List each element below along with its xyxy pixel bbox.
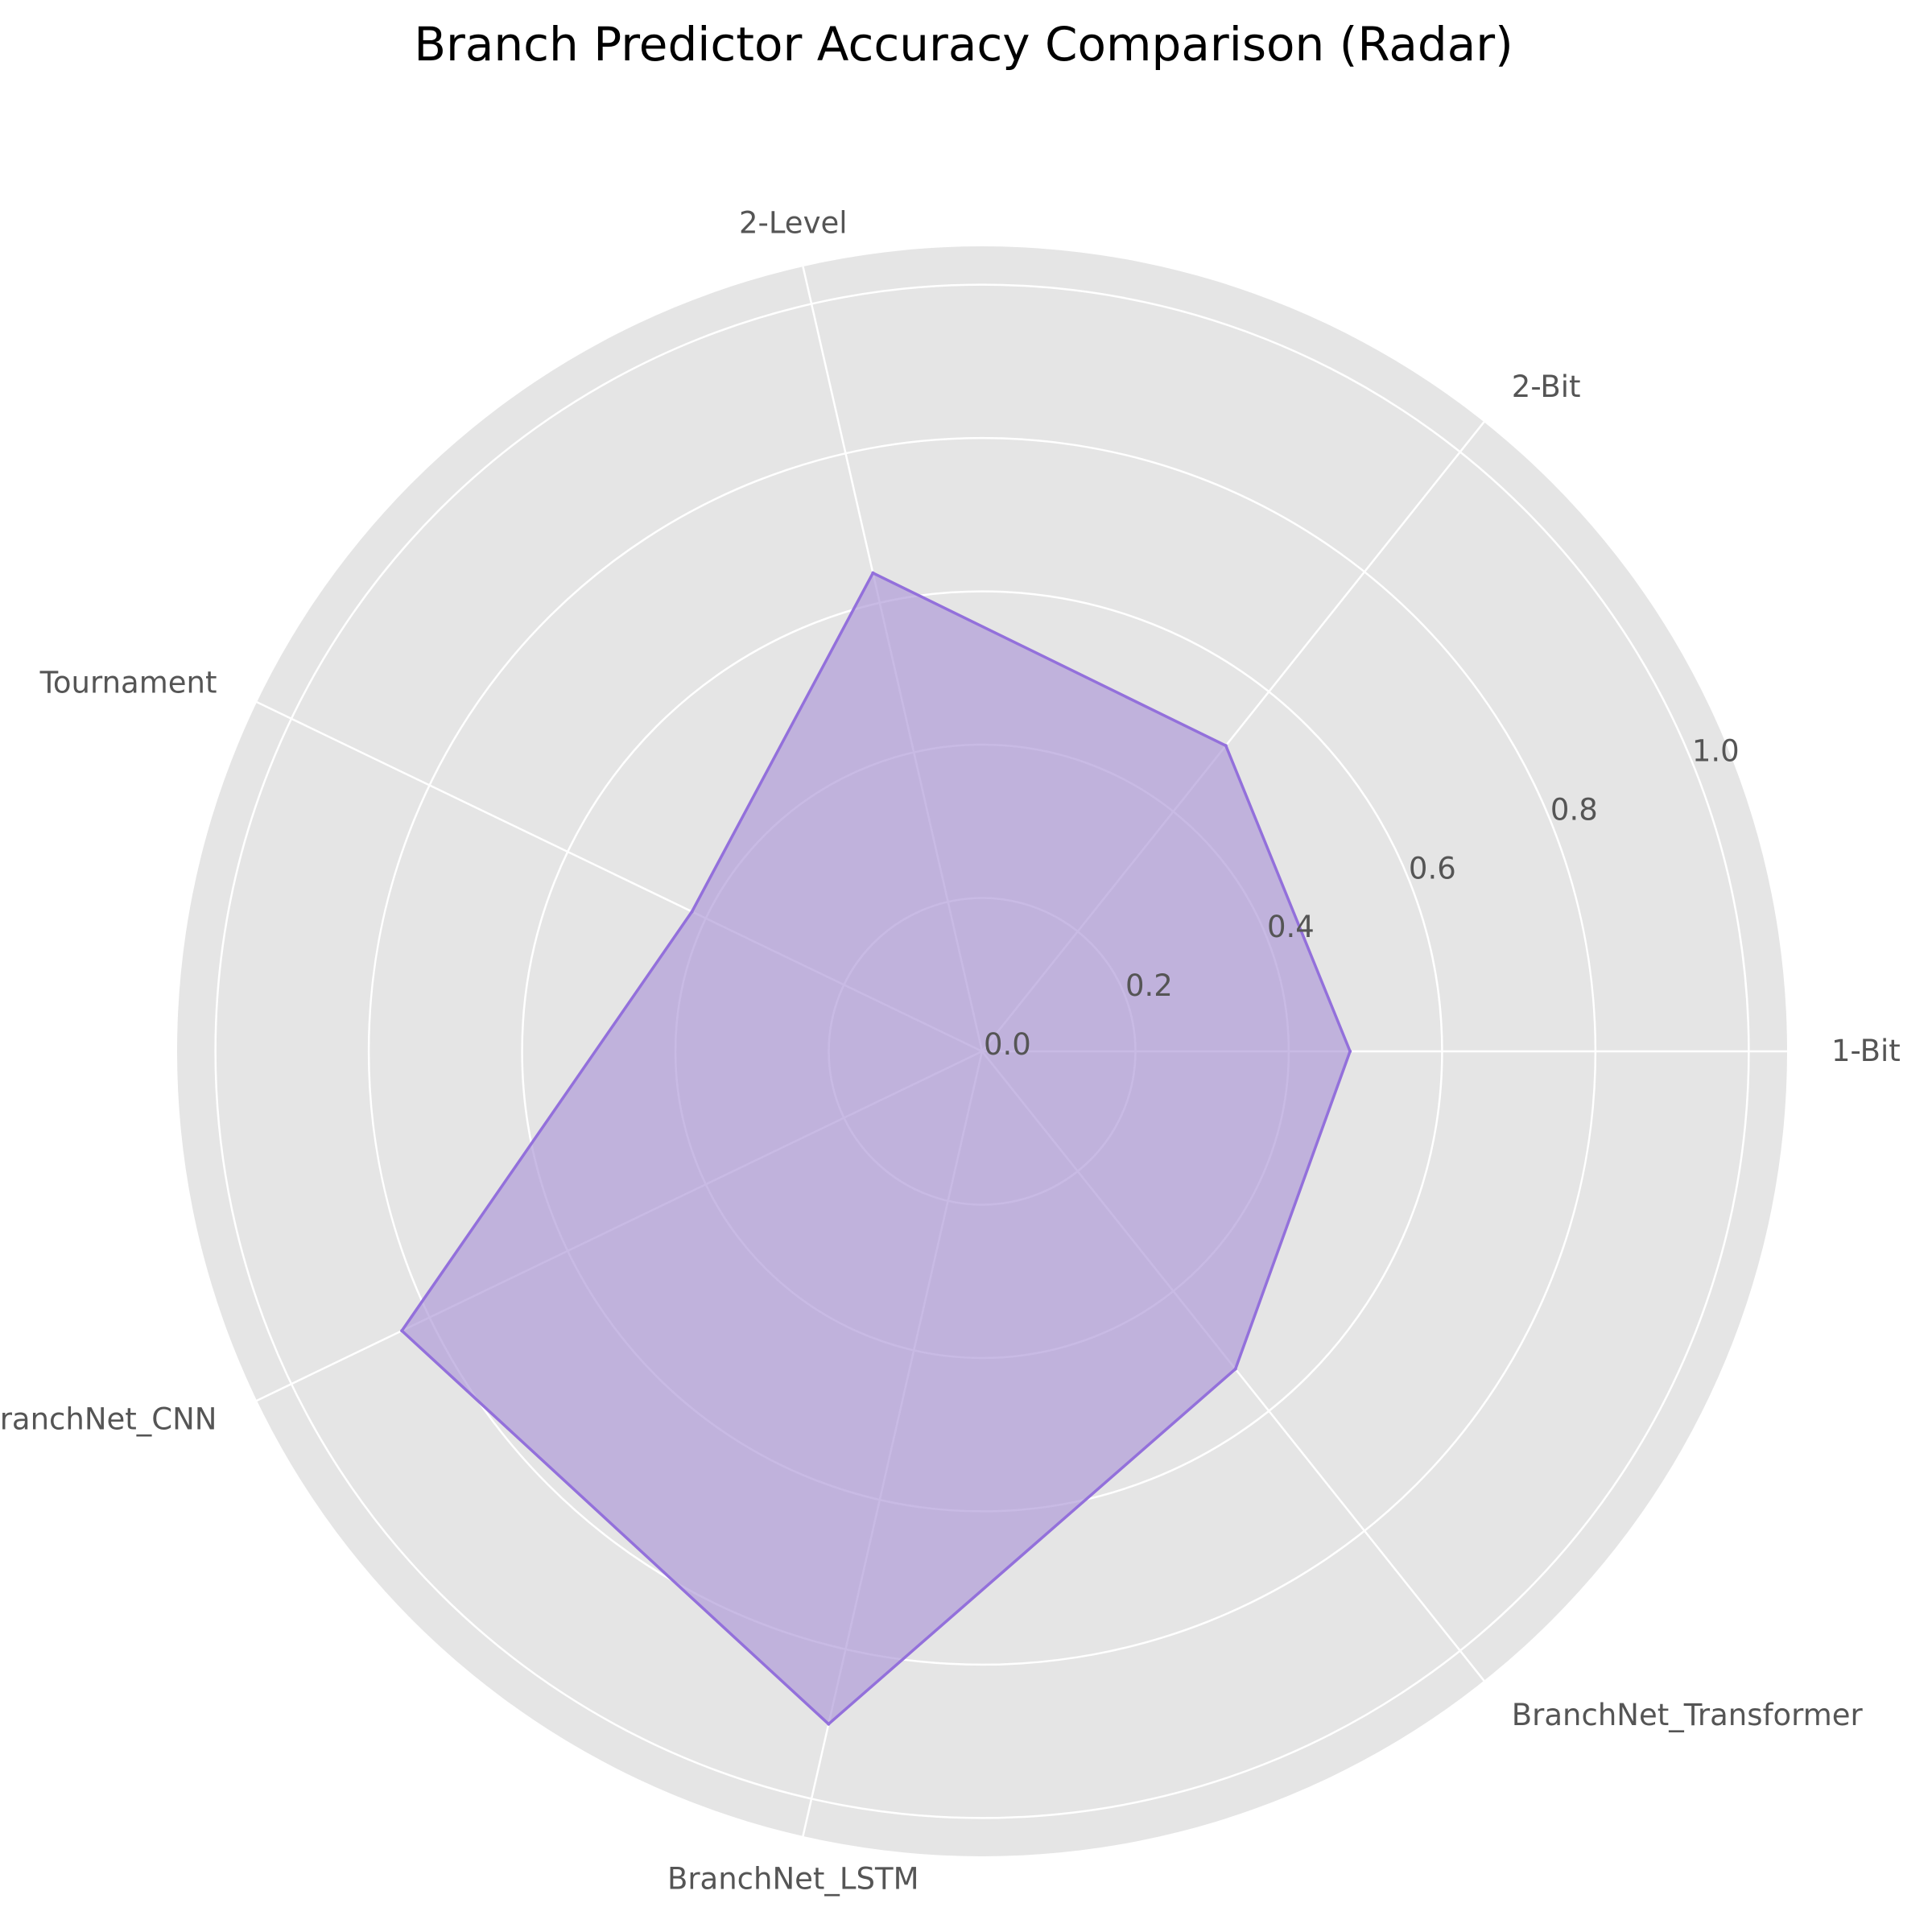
axis-label-5: BranchNet_LSTM [667,1862,919,1897]
radar-series [399,571,1352,1727]
chart-title: Branch Predictor Accuracy Comparison (Ra… [414,17,1513,72]
radar-axis-labels: 1-Bit 2-Bit 2-Level Tournament BranchNet_CNN… [0,205,1901,1896]
tick-label-4: 0.8 [1550,792,1598,827]
tick-label-5: 1.0 [1692,734,1740,769]
radar-tick-labels: 0.0 0.2 0.4 0.6 0.8 1.0 [984,734,1740,1062]
tick-label-2: 0.4 [1267,910,1315,944]
axis-label-2: 2-Level [739,205,848,240]
axis-label-6: BranchNet_Transformer [1512,1698,1864,1732]
data-point-0-5 [827,1722,831,1726]
data-point-0-4 [400,1329,404,1333]
axis-label-4: BranchNet_CNN [0,1402,217,1437]
data-point-0-0 [1348,1050,1352,1053]
data-point-0-1 [1224,744,1228,748]
tick-label-3: 0.6 [1409,851,1456,886]
data-point-0-3 [690,910,694,914]
data-point-0-2 [871,571,875,575]
series-area-0 [399,571,1352,1727]
axis-label-1: 2-Bit [1512,369,1581,404]
axis-label-0: 1-Bit [1831,1034,1901,1068]
tick-label-0: 0.0 [984,1027,1031,1062]
data-point-0-6 [1233,1367,1237,1371]
axis-label-3: Tournament [39,665,217,700]
tick-label-1: 0.2 [1125,968,1173,1003]
